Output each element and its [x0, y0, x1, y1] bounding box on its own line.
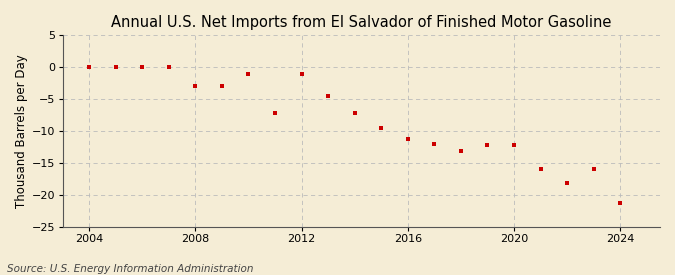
Point — [588, 167, 599, 171]
Point — [243, 72, 254, 76]
Point — [535, 167, 546, 171]
Text: Source: U.S. Energy Information Administration: Source: U.S. Energy Information Administ… — [7, 264, 253, 274]
Point — [84, 65, 95, 69]
Y-axis label: Thousand Barrels per Day: Thousand Barrels per Day — [15, 54, 28, 208]
Point — [615, 201, 626, 205]
Title: Annual U.S. Net Imports from El Salvador of Finished Motor Gasoline: Annual U.S. Net Imports from El Salvador… — [111, 15, 612, 30]
Point — [217, 84, 227, 89]
Point — [163, 65, 174, 69]
Point — [376, 126, 387, 130]
Point — [323, 94, 333, 98]
Point — [456, 149, 466, 153]
Point — [190, 84, 200, 89]
Point — [137, 65, 148, 69]
Point — [482, 143, 493, 147]
Point — [296, 72, 307, 76]
Point — [562, 181, 572, 185]
Point — [508, 143, 519, 147]
Point — [349, 111, 360, 115]
Point — [429, 142, 439, 146]
Point — [269, 111, 280, 115]
Point — [402, 136, 413, 141]
Point — [110, 65, 121, 69]
